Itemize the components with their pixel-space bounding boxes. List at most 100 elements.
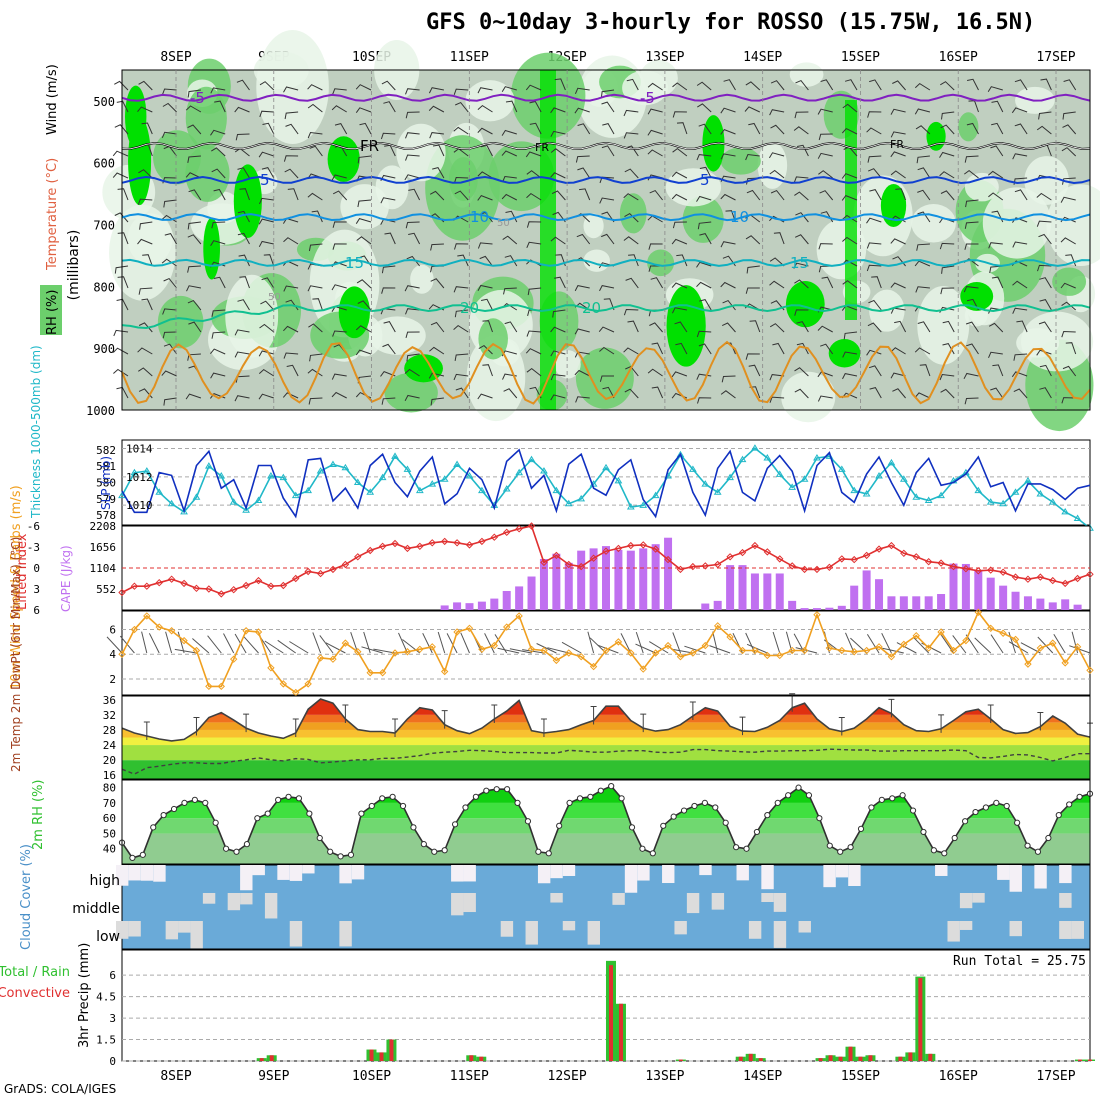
wind-barb [841,173,858,179]
precip-axis-title: 3hr Precip (mm) [77,943,92,1048]
rh-point [649,850,656,857]
li-tick-label: -3 [27,541,40,554]
wind-barb [770,80,785,91]
minmax-whisker [342,704,349,724]
cape-bar [986,577,995,610]
rh-region [153,130,201,185]
wind-barb [941,265,955,274]
wind-barb [672,111,687,118]
temp-panel-frame [121,695,1091,780]
cloud-gap [686,893,700,914]
wind-speed-point [776,651,784,660]
thickness-point [974,486,983,494]
wind-barb [696,330,712,338]
wind-barb [114,80,129,91]
wind-speed-point [465,624,474,633]
wind-speed-point [813,610,821,619]
cloud-gap [537,865,551,884]
date-label-top: 16SEP [939,50,978,65]
pressure-tick-label: 700 [93,219,115,233]
minmax-whisker [640,713,647,733]
cape-axis-title: CAPE (J/kg) [59,545,73,612]
thickness-point [341,463,350,471]
cloud-gap [463,893,476,913]
minmax-whisker [143,721,150,740]
wind-barb [952,635,967,654]
wind-barb [381,287,396,294]
wind-barb [821,276,834,289]
cloud-row-label: low [96,929,120,945]
wind-barb [939,171,955,179]
wind-barb [162,308,177,315]
lifted-index-point [552,551,561,560]
rh-point [389,793,396,800]
wind-speed-point [229,655,238,663]
thickness-point [229,498,238,505]
wind-barb [430,321,445,333]
wind-barb [211,147,226,157]
wind-barb [428,105,445,113]
wind-barb [188,321,202,333]
wind-barb [1011,371,1028,378]
wind-barb [587,631,595,654]
precip-convective-bar [898,1056,903,1061]
cape-bar [750,573,759,610]
rh-point [701,799,708,807]
cloud-gap [1059,893,1072,908]
wind-barb [289,641,309,654]
temp-tick-label: 32 [103,709,116,722]
cape-bar [1048,602,1057,610]
slp-line [121,448,1091,519]
wind-barb [1061,397,1076,404]
cape-bar [664,537,673,610]
wind-barb [623,308,639,316]
wind-barb [137,106,153,113]
wind-barb [964,397,979,405]
lifted-index-point [726,553,734,561]
thickness-point [291,491,300,499]
thickness-point [316,467,325,474]
rh-point [920,828,927,836]
wind-barb [601,101,615,113]
wind-speed-point [738,646,747,655]
wind-barb [745,353,760,360]
thickness-point [391,452,399,459]
rh-point [524,818,532,825]
wind-barb [890,282,906,289]
wind-barb [188,189,202,201]
wind-barb [287,188,299,201]
lifted-index-point [589,554,598,562]
rh-point [670,813,677,820]
wind-barb [234,351,250,358]
precip-tick-label: 0 [109,1055,116,1068]
wind-speed-point [651,649,660,657]
wind-barb [422,632,433,654]
rh-point [451,821,459,828]
wind-barb [525,84,542,91]
wind-barb [990,145,1004,157]
wind-barb [282,392,299,399]
wind-barb [526,192,542,201]
wind-speed-point [565,649,573,657]
wind-barb [940,124,955,135]
wind-barb [138,169,153,179]
rh-point [295,795,303,802]
rh-region [619,193,647,234]
rh-point [212,819,219,826]
wind-barb [308,323,323,333]
lifted-index-line [121,525,1091,595]
isotherm-label: 20 [582,299,601,317]
cloud-gap [463,865,476,882]
rh-point [785,792,792,799]
wind-barb [308,243,323,252]
wind-barb [355,107,372,113]
rh-point [899,792,906,799]
wind-barb [477,284,493,292]
wind-barb [355,325,372,333]
wind-barb [1061,330,1076,338]
wind-barb [915,286,930,293]
thickness-point [217,471,226,479]
rh-point [1076,793,1083,800]
rh-point [857,825,865,832]
wind-barb [527,287,542,296]
